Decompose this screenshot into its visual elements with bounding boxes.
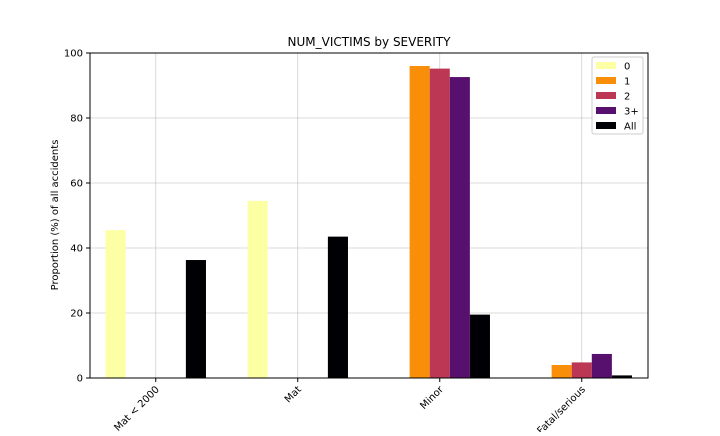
bar (185, 260, 206, 378)
y-tick-label: 100 (64, 49, 83, 60)
plot-frame (89, 52, 649, 379)
y-tick-label: 80 (70, 114, 83, 125)
bar (591, 353, 612, 378)
x-tick-label: Mat (283, 384, 304, 405)
y-tick-label: 40 (70, 244, 83, 255)
bar (327, 236, 348, 378)
x-tick-label: Fatal/serious (535, 384, 587, 432)
y-axis-label: Proportion (%) of all accidents (50, 140, 61, 291)
bar (551, 365, 572, 378)
legend-swatch (596, 92, 616, 99)
legend-frame (591, 56, 644, 135)
legend-swatch (596, 77, 616, 84)
bar (105, 230, 126, 378)
bar (409, 66, 430, 378)
legend-label: 3+ (624, 107, 639, 118)
bar (611, 375, 632, 378)
x-tick-label: Mat < 2000 (112, 384, 161, 432)
grid-layer (90, 52, 648, 379)
y-tick-label: 60 (70, 179, 83, 190)
x-axis: Mat < 2000 Mat Minor Fatal/serious (112, 378, 588, 436)
bar (449, 77, 470, 379)
y-axis: 0 20 40 60 80 100 (64, 49, 90, 385)
bar (247, 200, 268, 378)
legend-swatch (596, 107, 616, 114)
chart-title: NUM_VICTIMS by SEVERITY (288, 35, 452, 49)
bar (469, 314, 490, 378)
bar (429, 68, 450, 378)
legend-swatch (596, 122, 616, 129)
legend-label: All (624, 122, 636, 133)
legend-label: 0 (624, 62, 630, 73)
legend: 0 1 2 3+ All (591, 56, 644, 135)
y-tick-label: 20 (70, 309, 83, 320)
legend-label: 2 (624, 92, 630, 103)
bar (571, 362, 592, 378)
bars-layer (105, 66, 632, 379)
legend-label: 1 (624, 77, 630, 88)
legend-swatch (596, 62, 616, 69)
y-tick-label: 0 (77, 374, 83, 385)
x-tick-label: Minor (418, 384, 446, 412)
